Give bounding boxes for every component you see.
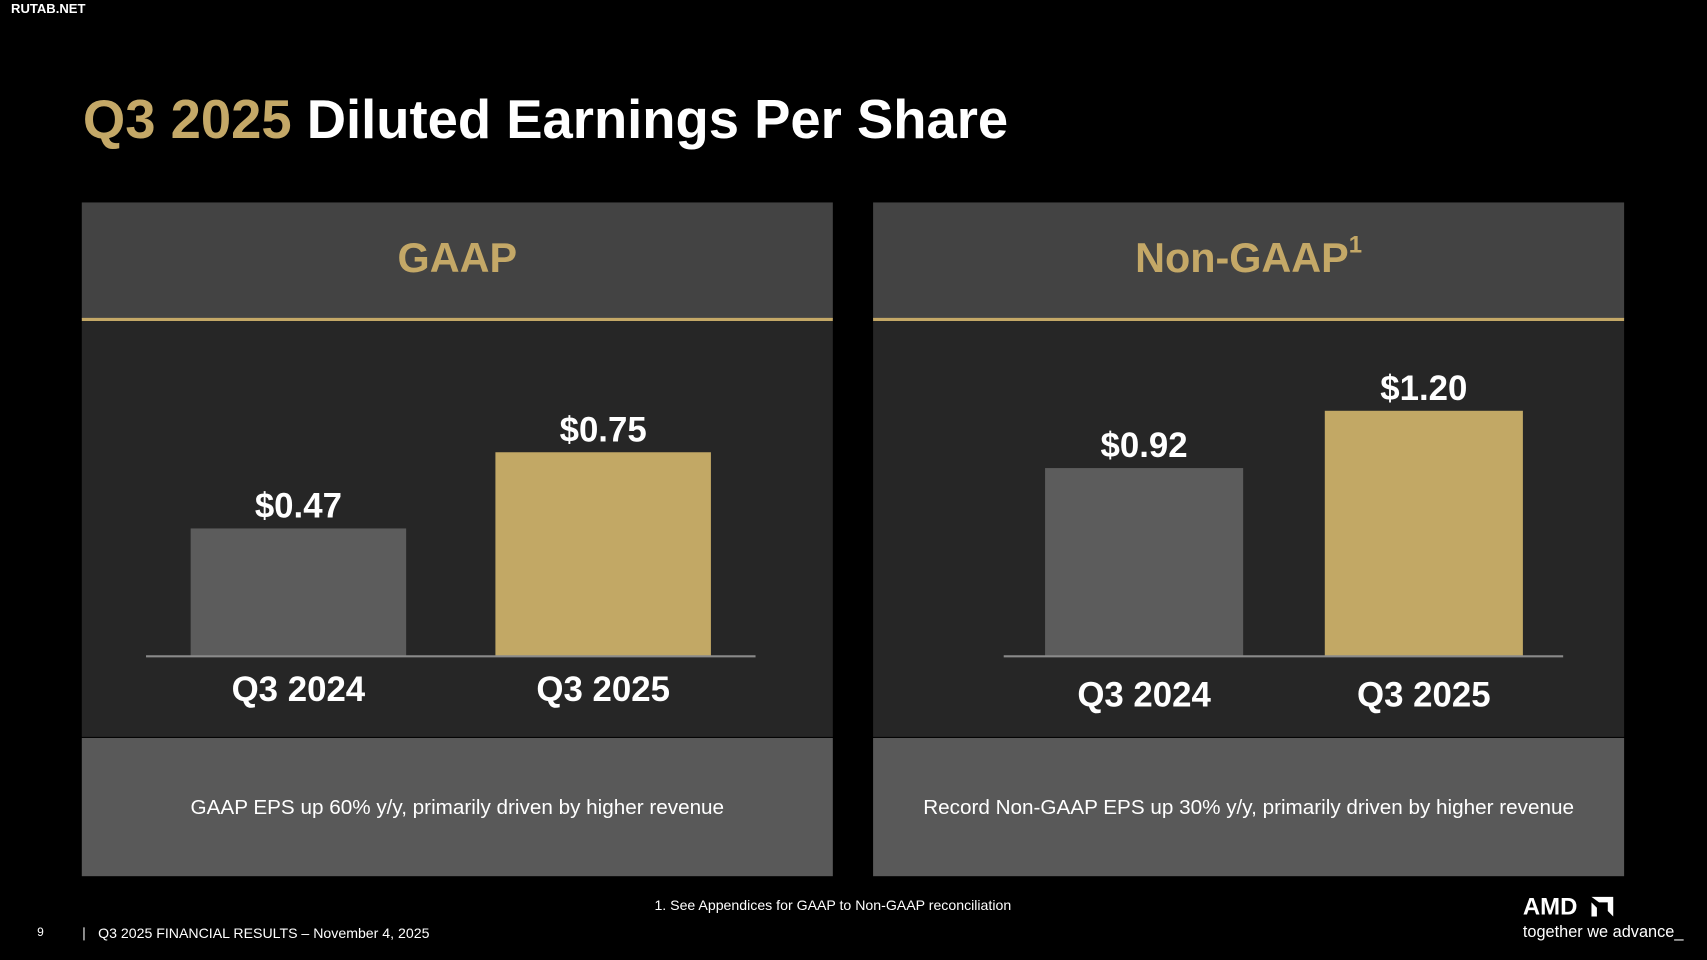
panel-header-text: GAAP (398, 235, 517, 281)
footnote: 1. See Appendices for GAAP to Non-GAAP r… (654, 897, 1011, 913)
title-text: Diluted Earnings Per Share (307, 89, 1008, 150)
logo-tagline: together we advance_ (1523, 923, 1684, 941)
page-number: 9 (37, 925, 44, 939)
value-label: $1.20 (1380, 369, 1467, 408)
caption-box (81, 737, 833, 877)
logo-name: AMD (1523, 893, 1578, 920)
header-note: 1 (1349, 232, 1362, 259)
caption: GAAP EPS up 60% y/y, primarily driven by… (191, 796, 725, 819)
caption-box (873, 737, 1625, 877)
watermark: RUTAB.NET (11, 1, 85, 16)
category-label: Q3 2024 (1077, 675, 1211, 714)
slide-title: Q3 2025 Diluted Earnings Per Share (83, 89, 1008, 150)
bar (190, 528, 407, 657)
title-highlight: Q3 2025 (83, 89, 292, 150)
bar (495, 452, 711, 657)
category-label: Q3 2025 (1357, 675, 1491, 714)
caption: Record Non-GAAP EPS up 30% y/y, primaril… (923, 796, 1574, 819)
value-label: $0.75 (560, 410, 647, 449)
value-label: $0.92 (1101, 426, 1188, 465)
header-label: GAAP (398, 235, 517, 281)
category-label: Q3 2024 (232, 670, 366, 709)
footer-text: Q3 2025 FINANCIAL RESULTS – November 4, … (98, 925, 429, 941)
logo-mark (1591, 896, 1614, 917)
bar (1324, 410, 1523, 657)
header-label: Non-GAAP (1135, 235, 1349, 281)
bar (1045, 468, 1244, 657)
panel-header (81, 202, 833, 319)
category-label: Q3 2025 (536, 670, 670, 709)
panel-header-text: Non-GAAP1 (1135, 232, 1362, 282)
value-label: $0.47 (255, 487, 342, 526)
panel-header (873, 202, 1625, 319)
